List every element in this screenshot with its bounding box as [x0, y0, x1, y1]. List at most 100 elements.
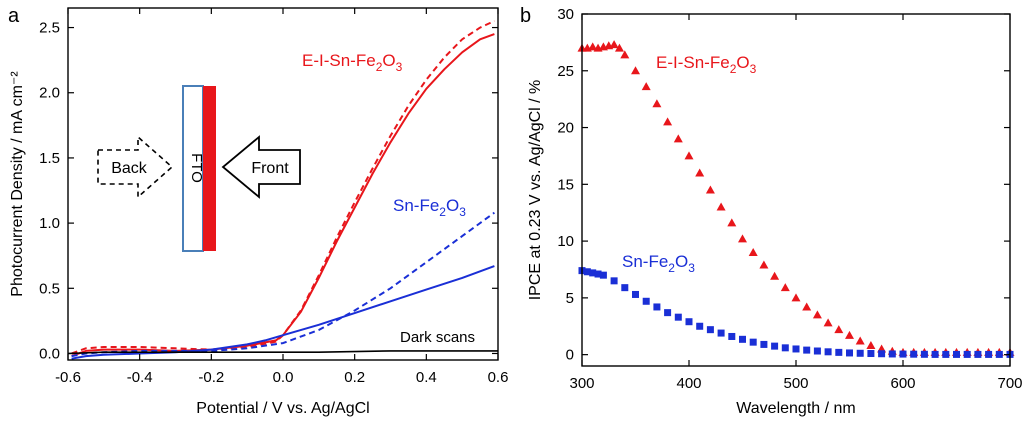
- panel-a-ylabel: Photocurrent Density / mA cm⁻²: [9, 71, 26, 297]
- panel-b-xlabel: Wavelength / nm: [736, 400, 855, 417]
- panel-b-point-triangle: [791, 293, 801, 302]
- panel-a-ytick-label: 0.5: [39, 280, 60, 297]
- panel-a-xtick-label: 0.6: [488, 369, 509, 386]
- panel-b-point-square: [824, 348, 832, 356]
- panel-b-point-triangle: [738, 234, 747, 243]
- panel-b-point-triangle: [845, 330, 854, 339]
- panel-b-point-square: [835, 348, 843, 356]
- panel-b-ytick-label: 5: [566, 290, 574, 307]
- panel-b-xtick-label: 300: [569, 375, 594, 392]
- panel-a-xtick-label: -0.4: [127, 369, 153, 386]
- panel-a-ytick-label: 2.0: [39, 85, 60, 102]
- panel-a-xtick-label: 0.0: [273, 369, 294, 386]
- panel-b-point-square: [878, 350, 886, 358]
- panel-b-point-square: [599, 271, 607, 279]
- panel-b-point-square: [674, 313, 682, 321]
- panel-b-point-square: [920, 350, 928, 358]
- panel-b-point-triangle: [641, 82, 651, 91]
- panel-b-xtick-label: 500: [783, 375, 808, 392]
- panel-b-e-label: E-I-Sn-Fe2O3: [656, 53, 757, 76]
- panel-b-point-triangle: [855, 336, 865, 345]
- electrode-schematic: FTO Back Front: [97, 85, 301, 252]
- panel-b-ytick-label: 15: [557, 176, 574, 193]
- panel-b-point-triangle: [705, 185, 715, 194]
- front-arrow-icon: [221, 135, 301, 199]
- panel-a-ytick-label: 0.0: [39, 345, 60, 362]
- panel-a-series-line-3: [71, 211, 495, 358]
- panel-b-point-square: [963, 350, 971, 358]
- panel-b-point-square: [803, 346, 811, 354]
- panel-b-point-square: [760, 340, 768, 348]
- fto-label: FTO: [188, 153, 205, 183]
- panel-b-point-triangle: [684, 151, 694, 160]
- panel-a: a FTO Back Front -0.6 -0.4 -0.2 0.0 0.2 0.4 0.…: [8, 5, 508, 417]
- panel-b-point-square: [781, 344, 789, 352]
- panel-b-point-triangle: [614, 43, 624, 52]
- panel-b-point-square: [583, 268, 591, 276]
- panel-b-ytick-label: 20: [557, 120, 574, 137]
- panel-b-ylabel: IPCE at 0.23 V vs. Ag/AgCl / %: [527, 80, 544, 301]
- panel-b-point-triangle: [695, 168, 705, 177]
- panel-b-point-square: [664, 309, 672, 317]
- panel-b-point-triangle: [748, 247, 758, 256]
- panel-b: b 300 400 500 600 700 0 5 10 15 20 25 30 Wavelength…: [520, 5, 1023, 417]
- panel-b-point-square: [792, 345, 800, 353]
- panel-b-point-triangle: [673, 134, 683, 143]
- panel-b-point-square: [771, 342, 779, 350]
- panel-a-series-line-1: [71, 20, 495, 355]
- panel-b-point-triangle: [823, 318, 833, 327]
- panel-b-point-triangle: [663, 117, 673, 126]
- panel-a-xlabel: Potential / V vs. Ag/AgCl: [196, 400, 369, 417]
- hematite-film: [203, 86, 216, 251]
- panel-b-point-triangle: [588, 42, 598, 51]
- panel-b-point-triangle: [834, 325, 844, 334]
- panel-a-ytick-label: 1.0: [39, 215, 60, 232]
- panel-a-series-line-4: [67, 350, 498, 355]
- panel-b-point-square: [594, 270, 602, 278]
- back-arrow-icon: [97, 135, 174, 199]
- back-label: Back: [111, 160, 148, 177]
- panel-b-xtick-label: 600: [890, 375, 915, 392]
- panel-b-point-triangle: [759, 260, 769, 269]
- front-label: Front: [251, 160, 289, 177]
- panel-b-point-triangle: [652, 99, 662, 108]
- panel-b-point-triangle: [631, 66, 640, 75]
- panel-b-ytick-label: 25: [557, 63, 574, 80]
- panel-b-point-square: [589, 269, 597, 277]
- panel-b-point-square: [953, 350, 960, 358]
- panel-b-point-square: [942, 350, 950, 358]
- panel-b-frame: [581, 13, 1011, 367]
- panel-a-ytick-label: 2.5: [39, 20, 60, 37]
- panel-b-point-square: [696, 322, 704, 330]
- panel-b-point-square: [985, 350, 993, 358]
- panel-b-point-square: [706, 326, 714, 334]
- panel-b-point-triangle: [609, 40, 619, 49]
- panel-b-point-square: [685, 318, 693, 326]
- panel-b-point-square: [621, 284, 629, 292]
- panel-a-dark-label: Dark scans: [400, 329, 475, 346]
- panel-b-point-square: [717, 329, 725, 337]
- panel-b-point-triangle: [727, 218, 737, 227]
- panel-b-point-square: [910, 350, 918, 358]
- panel-b-point-square: [888, 350, 896, 358]
- panel-b-point-square: [610, 277, 618, 285]
- panel-b-point-square: [813, 347, 821, 355]
- panel-b-point-square: [632, 290, 639, 298]
- panel-b-point-triangle: [620, 50, 630, 59]
- panel-a-e-label: E-I-Sn-Fe2O3: [302, 51, 403, 74]
- panel-b-point-square: [739, 335, 746, 343]
- panel-a-ytick-label: 1.5: [39, 150, 60, 167]
- panel-b-point-triangle: [780, 283, 790, 292]
- panel-b-ytick-label: 30: [557, 6, 574, 23]
- panel-b-point-square: [995, 350, 1003, 358]
- panel-b-point-triangle: [770, 271, 780, 280]
- panel-a-xtick-label: -0.6: [55, 369, 81, 386]
- panel-b-sn-label: Sn-Fe2O3: [622, 252, 695, 275]
- panel-b-point-triangle: [866, 341, 876, 350]
- panel-b-point-square: [867, 350, 875, 358]
- panel-b-point-square: [974, 350, 982, 358]
- panel-a-xtick-label: -0.2: [198, 369, 224, 386]
- panel-b-point-square: [653, 303, 661, 311]
- panel-a-xtick-label: 0.2: [344, 369, 365, 386]
